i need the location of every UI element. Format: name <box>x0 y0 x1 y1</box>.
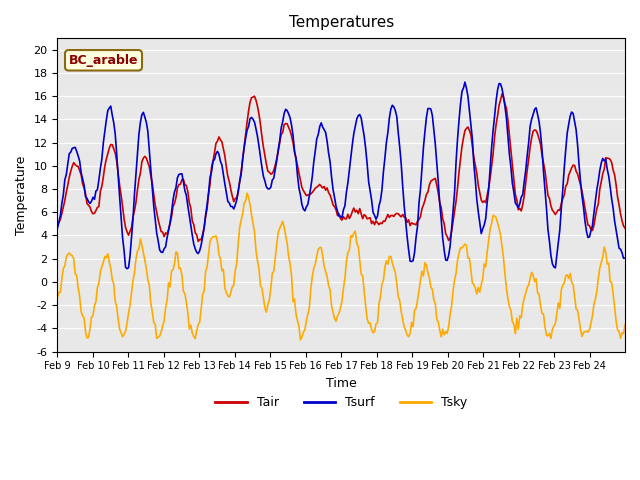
Title: Temperatures: Temperatures <box>289 15 394 30</box>
Legend: Tair, Tsurf, Tsky: Tair, Tsurf, Tsky <box>211 391 472 414</box>
Y-axis label: Temperature: Temperature <box>15 155 28 235</box>
X-axis label: Time: Time <box>326 377 356 390</box>
Text: BC_arable: BC_arable <box>68 54 138 67</box>
